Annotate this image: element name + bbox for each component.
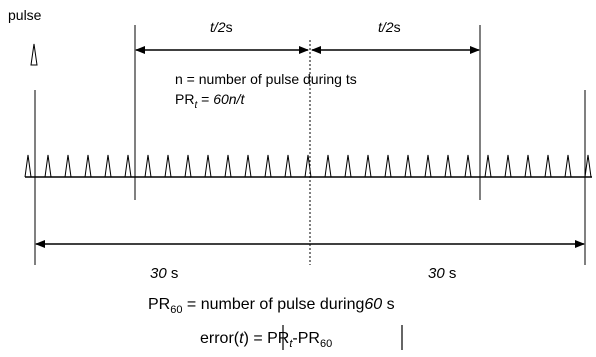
error-formula: error(t) = PRt-PR60: [200, 330, 332, 350]
pulse-mark: [124, 154, 132, 178]
note-line-2: PRt = 60n/t: [175, 91, 245, 111]
pulse-mark: [224, 154, 232, 178]
pulse-mark: [384, 154, 392, 178]
right-span-label: 30 s: [428, 265, 456, 282]
pulse-mark: [464, 154, 472, 178]
pulse-mark: [164, 154, 172, 178]
right-half-label: t/2s: [378, 19, 401, 35]
pulse-mark: [544, 154, 552, 178]
pulse-mark: [204, 154, 212, 178]
left-span-label: 30 s: [150, 265, 178, 282]
left-half-label: t/2s: [210, 19, 233, 35]
pulse-mark: [524, 154, 532, 178]
pulse-mark: [324, 154, 332, 178]
pulse-mark: [184, 154, 192, 178]
pulse-mark: [284, 154, 292, 178]
pr60-formula: PR60 = number of pulse during60 s: [148, 296, 395, 316]
note-line-1: n = number of pulse during ts: [175, 71, 357, 87]
pulse-mark: [484, 154, 492, 178]
pulse-mark: [144, 154, 152, 178]
pulse-mark: [264, 154, 272, 178]
pulse-mark: [364, 154, 372, 178]
pulse-train: [24, 154, 592, 178]
pulse-mark: [44, 154, 52, 178]
pulse-mark: [504, 154, 512, 178]
pulse-legend-label: pulse: [8, 7, 42, 23]
pulse-mark: [404, 154, 412, 178]
pulse-mark: [304, 154, 312, 178]
pulse-mark: [84, 154, 92, 178]
pulse-legend-icon: [30, 43, 38, 66]
pulse-mark: [584, 154, 592, 178]
pulse-mark: [424, 154, 432, 178]
pulse-mark: [444, 154, 452, 178]
pulse-mark: [344, 154, 352, 178]
pulse-mark: [104, 154, 112, 178]
pulse-mark: [244, 154, 252, 178]
pulse-mark: [564, 154, 572, 178]
pulse-mark: [24, 154, 32, 178]
pulse-mark: [64, 154, 72, 178]
